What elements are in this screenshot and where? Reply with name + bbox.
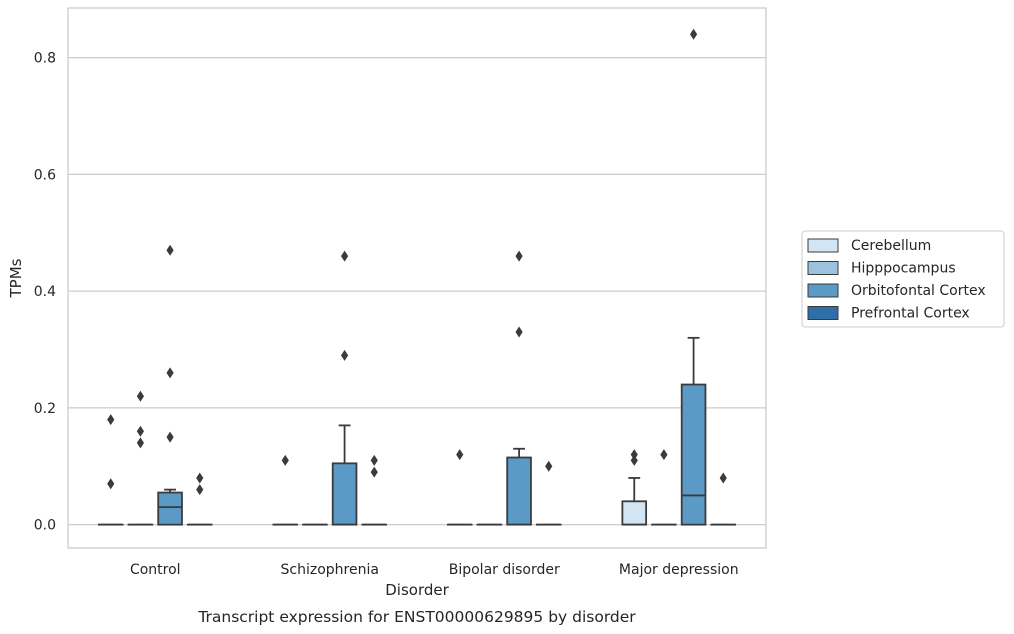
box-orbitofontal-cortex — [680, 28, 707, 526]
y-tick-label: 0.6 — [34, 167, 56, 183]
box-cerebellum — [272, 454, 299, 526]
outlier-point — [630, 449, 638, 461]
legend-label: Orbitofontal Cortex — [851, 283, 986, 299]
x-axis-label: Disorder — [385, 581, 449, 599]
outlier-point — [166, 431, 174, 443]
box-hipppocampus — [651, 449, 677, 526]
box-body — [506, 456, 532, 526]
box-orbitofontal-cortex — [506, 250, 532, 526]
legend-label: Prefrontal Cortex — [851, 306, 970, 322]
gridlines — [68, 56, 766, 526]
box-orbitofontal-cortex — [157, 244, 183, 526]
box-orbitofontal-cortex — [331, 250, 358, 526]
y-axis-label: TPMs — [7, 258, 25, 298]
outlier-point — [136, 437, 145, 449]
box-hipppocampus — [127, 390, 154, 526]
box-body — [157, 491, 183, 526]
outlier-point — [281, 454, 289, 466]
plot-area — [67, 7, 767, 549]
outlier-point — [370, 466, 378, 478]
box-groups — [97, 28, 737, 526]
y-axis-ticks: 0.0 0.2 0.4 0.6 0.8 — [34, 51, 56, 534]
legend-swatch — [807, 283, 839, 298]
x-tick-label: Major depression — [619, 562, 739, 578]
outlier-point — [166, 367, 174, 379]
outlier-point — [545, 460, 553, 472]
outlier-point — [456, 449, 464, 461]
x-tick-label: Bipolar disorder — [449, 562, 560, 578]
box-cerebellum — [446, 449, 473, 526]
x-tick-label: Control — [130, 562, 181, 578]
x-tick-label: Schizophrenia — [281, 562, 379, 578]
box-cerebellum — [97, 414, 124, 526]
legend-frame — [801, 230, 1005, 328]
legend-label: Cerebellum — [851, 238, 931, 254]
legend-label: Hipppocampus — [851, 261, 956, 277]
outlier-point — [136, 390, 145, 402]
outlier-point — [515, 326, 523, 338]
outlier-point — [340, 349, 349, 361]
outlier-point — [166, 244, 174, 256]
outlier-point — [660, 449, 668, 461]
outlier-point — [630, 454, 638, 466]
legend-swatch — [807, 238, 839, 253]
outlier-point — [107, 478, 115, 490]
legend: Cerebellum Hipppocampus Orbitofontal Corte… — [801, 230, 1005, 328]
y-tick-label: 0.8 — [34, 51, 56, 67]
outlier-point — [689, 28, 698, 40]
y-tick-label: 0.4 — [34, 284, 56, 300]
box-prefrontal-cortex — [186, 472, 213, 526]
box-cerebellum — [621, 449, 648, 526]
outlier-point — [340, 250, 349, 262]
box-prefrontal-cortex — [710, 472, 737, 526]
outlier-point — [136, 425, 145, 437]
outlier-point — [107, 414, 115, 426]
box-prefrontal-cortex — [535, 460, 562, 526]
outlier-point — [515, 250, 523, 262]
y-tick-label: 0.0 — [34, 518, 56, 534]
box-body — [680, 383, 707, 526]
box-body — [331, 462, 358, 526]
y-tick-label: 0.2 — [34, 401, 56, 417]
legend-swatch — [807, 306, 839, 320]
chart-caption: Transcript expression for ENST0000062989… — [197, 608, 636, 626]
legend-swatch — [807, 261, 839, 275]
box-body — [621, 500, 648, 526]
outlier-point — [370, 454, 378, 466]
box-prefrontal-cortex — [361, 454, 388, 526]
x-axis-ticks: Control Schizophrenia Bipolar disorder Majo… — [130, 562, 739, 578]
outlier-point — [196, 484, 204, 496]
outlier-point — [719, 472, 727, 484]
outlier-point — [196, 472, 204, 484]
